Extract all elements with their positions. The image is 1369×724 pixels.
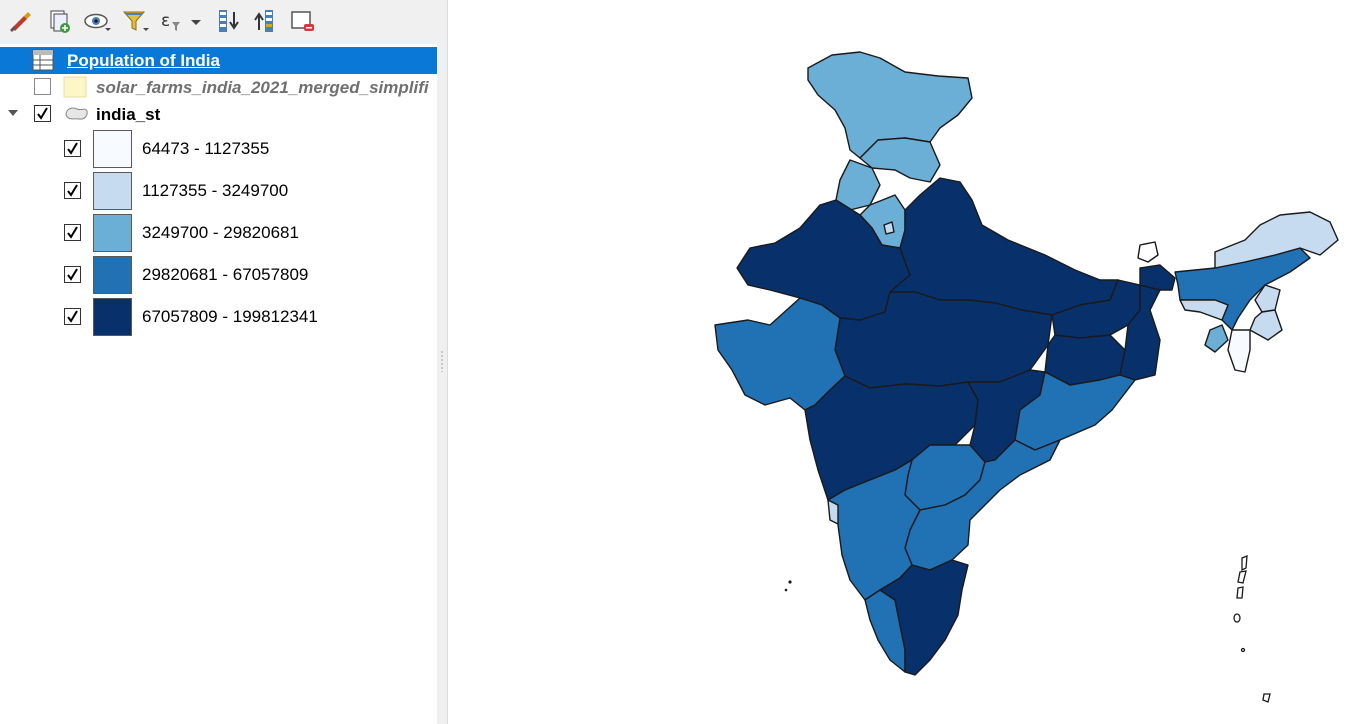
map-canvas[interactable] bbox=[448, 0, 1369, 724]
filter-by-expression-icon[interactable]: ε bbox=[158, 6, 188, 36]
state-delhi bbox=[883, 221, 895, 235]
legend-swatch bbox=[93, 298, 132, 336]
legend-class-row[interactable]: 29820681 - 67057809 bbox=[0, 254, 437, 296]
legend-class-row[interactable]: 67057809 - 199812341 bbox=[0, 296, 437, 338]
state-arunachal bbox=[1214, 211, 1339, 269]
state-gujarat bbox=[714, 297, 846, 411]
state-karnataka bbox=[827, 459, 921, 601]
state-punjab bbox=[835, 159, 881, 211]
legend-class-checkbox[interactable] bbox=[64, 224, 81, 241]
legend-class-label: 29820681 - 67057809 bbox=[142, 265, 309, 284]
legend-class-label: 1127355 - 3249700 bbox=[142, 181, 289, 200]
legend-class-label: 64473 - 1127355 bbox=[142, 139, 270, 158]
layer-row-india-st[interactable]: india_st bbox=[0, 101, 437, 128]
andaman-nicobar-islands bbox=[1233, 555, 1271, 703]
legend-class-row[interactable]: 64473 - 1127355 bbox=[0, 128, 437, 170]
chevron-down-icon[interactable] bbox=[188, 6, 204, 36]
expand-all-icon[interactable] bbox=[214, 6, 244, 36]
legend-swatch bbox=[93, 256, 132, 294]
state-manipur bbox=[1249, 309, 1283, 341]
legend-class-checkbox[interactable] bbox=[64, 182, 81, 199]
expand-arrow-icon[interactable] bbox=[8, 110, 18, 116]
layer-label: Population of India bbox=[67, 51, 220, 70]
layer-visibility-checkbox[interactable] bbox=[34, 105, 51, 122]
splitter-grip bbox=[441, 350, 443, 372]
legend-swatch bbox=[93, 172, 132, 210]
state-meghalaya bbox=[1179, 299, 1229, 321]
legend-class-row[interactable]: 1127355 - 3249700 bbox=[0, 170, 437, 212]
legend-class-label: 67057809 - 199812341 bbox=[142, 307, 318, 326]
layer-row-population-of-india[interactable]: Population of India bbox=[0, 47, 437, 74]
manage-map-themes-icon[interactable] bbox=[82, 6, 112, 36]
open-layer-styling-icon[interactable] bbox=[6, 6, 36, 36]
add-group-icon[interactable] bbox=[44, 6, 74, 36]
layer-row-solar-farms[interactable]: solar_farms_india_2021_merged_simplifi bbox=[0, 74, 437, 101]
legend-class-checkbox[interactable] bbox=[64, 266, 81, 283]
polygon-icon bbox=[63, 76, 87, 98]
state-himachal bbox=[859, 137, 941, 183]
layer-visibility-checkbox[interactable] bbox=[34, 78, 51, 95]
collapse-all-icon[interactable] bbox=[250, 6, 280, 36]
legend-class-checkbox[interactable] bbox=[64, 308, 81, 325]
island-blob bbox=[1137, 241, 1159, 263]
state-tamil-nadu bbox=[879, 559, 969, 676]
layer-label: india_st bbox=[96, 105, 161, 124]
state-mizoram bbox=[1227, 329, 1251, 373]
india-choropleth-map bbox=[714, 51, 1339, 703]
panel-splitter[interactable] bbox=[437, 0, 448, 724]
state-jammu-kashmir bbox=[807, 51, 973, 159]
lakshadweep-islands bbox=[784, 580, 792, 592]
polygon-icon bbox=[63, 105, 89, 123]
legend-swatch bbox=[93, 130, 132, 168]
layer-label: solar_farms_india_2021_merged_simplifi bbox=[96, 78, 429, 97]
layers-panel: ε Population of India solar_farms_india_… bbox=[0, 0, 438, 724]
state-odisha bbox=[1014, 371, 1136, 451]
layers-toolbar: ε bbox=[0, 0, 437, 44]
filter-legend-icon[interactable] bbox=[120, 6, 150, 36]
legend-class-checkbox[interactable] bbox=[64, 140, 81, 157]
legend-class-row[interactable]: 3249700 - 29820681 bbox=[0, 212, 437, 254]
remove-layer-icon[interactable] bbox=[288, 6, 318, 36]
state-sikkim-darjeeling bbox=[1139, 264, 1176, 291]
state-tripura bbox=[1204, 324, 1229, 353]
legend-swatch bbox=[93, 214, 132, 252]
legend-class-label: 3249700 - 29820681 bbox=[142, 223, 299, 242]
svg-text:ε: ε bbox=[161, 11, 170, 31]
table-icon bbox=[32, 49, 54, 71]
